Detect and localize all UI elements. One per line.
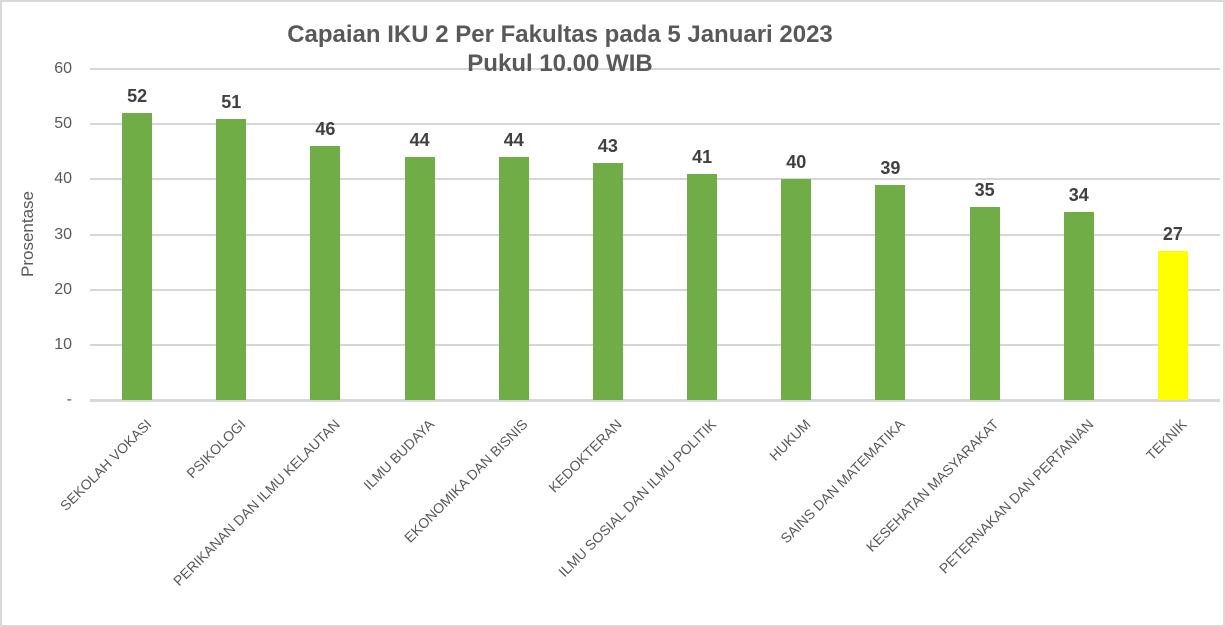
bar-value-label: 34	[1068, 185, 1089, 206]
y-axis-tick-label: 60	[54, 60, 72, 77]
gridline	[90, 343, 1220, 346]
bar-value-label: 43	[597, 135, 618, 156]
bar-value-label: 35	[974, 179, 995, 200]
bar	[687, 173, 718, 400]
chart-title: Capaian IKU 2 Per Fakultas pada 5 Januar…	[287, 21, 833, 48]
x-axis-category-label: PERIKANAN DAN ILMU KELAUTAN	[169, 416, 343, 589]
x-axis-category-label: TEKNIK	[1143, 416, 1191, 464]
gridline	[90, 68, 1220, 70]
bar	[498, 157, 529, 400]
bar-value-label: 44	[503, 130, 524, 151]
x-axis-category-label: HUKUM	[765, 416, 814, 464]
bar	[592, 162, 623, 400]
bar-value-label: 39	[880, 157, 901, 178]
x-axis-category-label: SEKOLAH VOKASI	[56, 416, 155, 514]
bar-value-label: 46	[315, 119, 336, 140]
y-axis-tick-label: -	[66, 391, 72, 408]
y-axis-tick-label: 40	[54, 170, 72, 188]
x-axis-line	[90, 399, 1220, 402]
bar-value-label: 41	[692, 146, 713, 167]
gridline	[90, 178, 1220, 181]
bar-value-label: 44	[409, 130, 430, 151]
bar	[875, 184, 906, 400]
y-axis-tick-label: 30	[54, 225, 72, 243]
bar	[404, 157, 435, 400]
x-axis-category-label: KEDOKTERAN	[545, 416, 626, 496]
plot-area: 52 51 46 44 44 43 41 40 39 35 34 27	[90, 68, 1220, 402]
bar	[1157, 251, 1188, 400]
y-axis-tick-labels: 60 50 40 30 20 10 -	[2, 2, 72, 625]
chart-subtitle: Pukul 10.00 WIB	[467, 50, 653, 77]
bar-value-label: 52	[127, 86, 148, 107]
bar	[1063, 212, 1094, 400]
bar-value-label: 27	[1162, 224, 1183, 245]
bar	[310, 146, 341, 400]
x-axis-category-label: PETERNAKAN DAN PERTANIAN	[935, 416, 1097, 577]
chart-title-block: Capaian IKU 2 Per Fakultas pada 5 Januar…	[2, 20, 1118, 78]
bar-value-label: 51	[221, 91, 242, 112]
y-axis-tick-label: 10	[54, 335, 72, 353]
bar-value-label: 40	[786, 152, 807, 173]
gridline	[90, 288, 1220, 291]
bar	[969, 206, 1000, 400]
y-axis-tick-label: 50	[54, 115, 72, 133]
bar	[216, 118, 247, 400]
bar	[122, 113, 153, 400]
bar	[781, 179, 812, 400]
x-axis-category-label: PSIKOLOGI	[183, 416, 249, 482]
gridline	[90, 233, 1220, 236]
x-axis-category-label: ILMU SOSIAL DAN ILMU POLITIK	[555, 416, 720, 580]
gridline	[90, 123, 1220, 126]
x-axis-category-label: ILMU BUDAYA	[359, 416, 437, 493]
y-axis-tick-label: 20	[54, 280, 72, 298]
